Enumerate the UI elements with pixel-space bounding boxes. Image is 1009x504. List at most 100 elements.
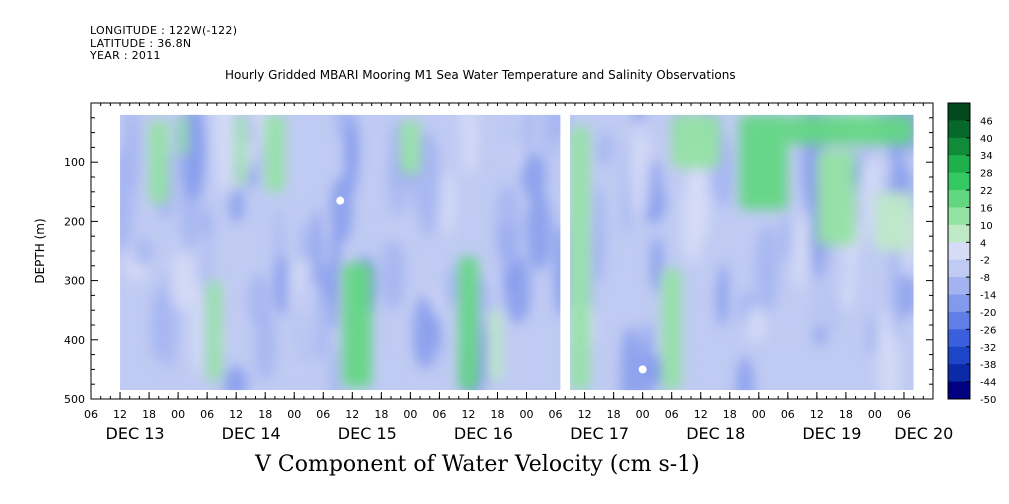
data-cell [504,253,531,325]
axes: 06 12 18 00 06 12 18 00 06 12 18 00 06 12 18 00 06 12 18 00… [33,102,953,443]
velocity-feature [342,262,372,388]
x-tick-label: 18 [723,408,737,421]
velocity-feature [662,268,682,391]
x-tick-label: 00 [636,408,650,421]
x-tick-label: 00 [403,408,417,421]
x-tick-label: 18 [374,408,388,421]
colorbar-swatch [948,259,970,278]
data-cell [344,118,359,198]
colorbar-swatch [948,207,970,226]
x-tick-label: 06 [84,408,98,421]
colorbar-swatch [948,364,970,383]
data-cell [736,356,754,399]
chart-title: Hourly Gridded MBARI Mooring M1 Sea Wate… [225,68,736,82]
data-cell [754,225,779,314]
y-tick-label: 400 [64,334,85,347]
day-label: DEC 18 [686,424,745,443]
data-cell [311,208,323,288]
y-tick-label: 300 [64,275,85,288]
data-cell [543,103,555,163]
data-cell [438,166,457,236]
x-tick-label: 06 [549,408,563,421]
x-tick-label: 00 [520,408,534,421]
data-cell [716,262,729,327]
data-cell [745,307,768,343]
data-cell [412,295,437,370]
x-tick-label: 12 [461,408,475,421]
colorbar-swatch [948,346,970,365]
data-cell [507,311,525,399]
data-cell [228,224,248,268]
data-gap [560,103,571,399]
no-data-right [913,103,933,399]
data-cell [890,234,903,339]
year-label: YEAR : 2011 [90,49,161,62]
day-label: DEC 17 [570,424,629,443]
x-tick-label: 06 [665,408,679,421]
no-data-bottom [91,390,933,399]
colorbar-label: -2 [980,256,990,267]
colorbar-label: 46 [980,116,993,127]
colorbar-swatch [948,120,970,139]
missing-data-spot [638,365,647,374]
velocity-feature [570,126,590,391]
x-tick-label: 00 [868,408,882,421]
data-cell [459,103,479,176]
x-tick-label: 00 [287,408,301,421]
data-cell [732,215,756,251]
x-tick-label: 12 [345,408,359,421]
data-cell [254,310,277,382]
velocity-feature [400,120,421,175]
data-cell [772,304,793,337]
data-cell [526,190,553,272]
velocity-feature [671,114,721,169]
colorbar-label: -50 [980,395,996,406]
velocity-feature [739,114,788,210]
colorbar: 46 40 34 28 22 16 10 4 -2 -8 -14 -20 -26 -32 -38 -44 -50 [947,102,996,406]
x-tick-label: 06 [316,408,330,421]
data-cell [494,184,522,272]
day-label: DEC 16 [454,424,513,443]
colorbar-swatch [948,172,970,191]
velocity-feature [149,120,169,204]
velocity-feature [874,191,914,251]
x-tick-label: 12 [578,408,592,421]
y-tick-label: 100 [64,156,85,169]
colorbar-label: -14 [980,291,996,302]
colorbar-swatch [948,155,970,174]
colorbar-label: 40 [980,134,993,145]
velocity-feature [178,114,188,157]
colorbar-swatch [948,329,970,348]
velocity-feature [265,114,285,192]
data-features [149,114,914,391]
data-cell [778,215,793,263]
colorbar-label: 34 [980,151,993,162]
data-cell [330,346,342,399]
x-tick-label: 18 [142,408,156,421]
x-axis-label: V Component of Water Velocity (cm s-1) [255,452,700,477]
x-tick-label: 06 [200,408,214,421]
colorbar-swatch [948,294,970,313]
day-label: DEC 15 [338,424,397,443]
data-cell [880,308,893,361]
colorbar-label: 16 [980,203,993,214]
x-tick-label: 12 [810,408,824,421]
colorbar-label: -44 [980,378,996,389]
colorbar-swatch [948,224,970,243]
data-cell [302,266,319,362]
data-cell [328,225,342,330]
data-cell [190,282,207,377]
data-cell [808,273,835,330]
data-cell [319,262,329,308]
data-cell [501,103,524,165]
x-tick-label: 12 [694,408,708,421]
colorbar-label: -38 [980,360,996,371]
data-cell [274,254,289,317]
colorbar-label: 10 [980,221,993,232]
colorbar-swatch [948,190,970,208]
data-cell [791,217,808,291]
velocity-feature [207,280,222,382]
colorbar-swatch [948,381,970,400]
data-texture [109,103,919,399]
